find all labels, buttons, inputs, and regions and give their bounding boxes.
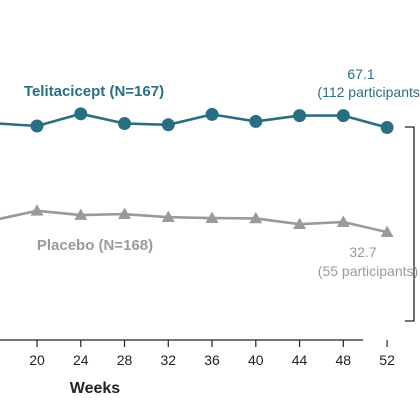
series-layer [0,107,394,237]
data-point-0-8 [336,109,350,123]
data-point-0-4 [161,118,175,132]
x-tick-label-4: 32 [160,352,176,368]
x-tick-label-6: 40 [248,352,264,368]
data-point-0-2 [74,107,88,121]
placebo-final-value: 32.7 [349,244,376,260]
x-tick-label-5: 36 [204,352,220,368]
x-tick-label-2: 24 [73,352,89,368]
comparison-bracket [405,126,415,322]
x-tick-label-7: 44 [292,352,308,368]
data-point-1-2 [74,208,88,220]
series-line-1 [0,209,388,234]
data-point-1-5 [205,211,219,223]
telitacicept-series-label: Telitacicept (N=167) [24,83,164,100]
x-tick-label-9: 52 [379,352,395,368]
data-point-0-6 [249,114,263,128]
series-1 [0,204,394,237]
x-tick-label-1: 20 [29,352,45,368]
data-point-1-1 [30,204,44,216]
data-point-1-4 [161,210,175,223]
series-line-0 [0,112,388,129]
data-point-0-9 [380,121,394,134]
data-point-1-6 [249,211,263,224]
data-point-1-3 [118,207,132,220]
data-point-1-7 [293,217,307,230]
x-tick-label-8: 48 [336,352,352,368]
x-axis-title: Weeks [70,380,121,397]
data-point-1-9 [380,225,394,237]
telitacicept-final-value: 67.1 [347,66,374,82]
placebo-final-participants: (55 participants) [318,263,418,279]
telitacicept-final-participants: (112 participants) [317,84,420,100]
series-0 [0,107,394,134]
data-point-0-5 [205,107,219,121]
placebo-series-label: Placebo (N=168) [37,237,153,254]
x-tick-label-3: 28 [117,352,133,368]
data-point-0-3 [118,117,132,131]
data-point-0-7 [293,109,307,123]
data-point-0-1 [30,119,44,133]
data-point-1-8 [336,215,350,227]
x-axis-ticks: 6202428323640444852 [29,340,395,368]
